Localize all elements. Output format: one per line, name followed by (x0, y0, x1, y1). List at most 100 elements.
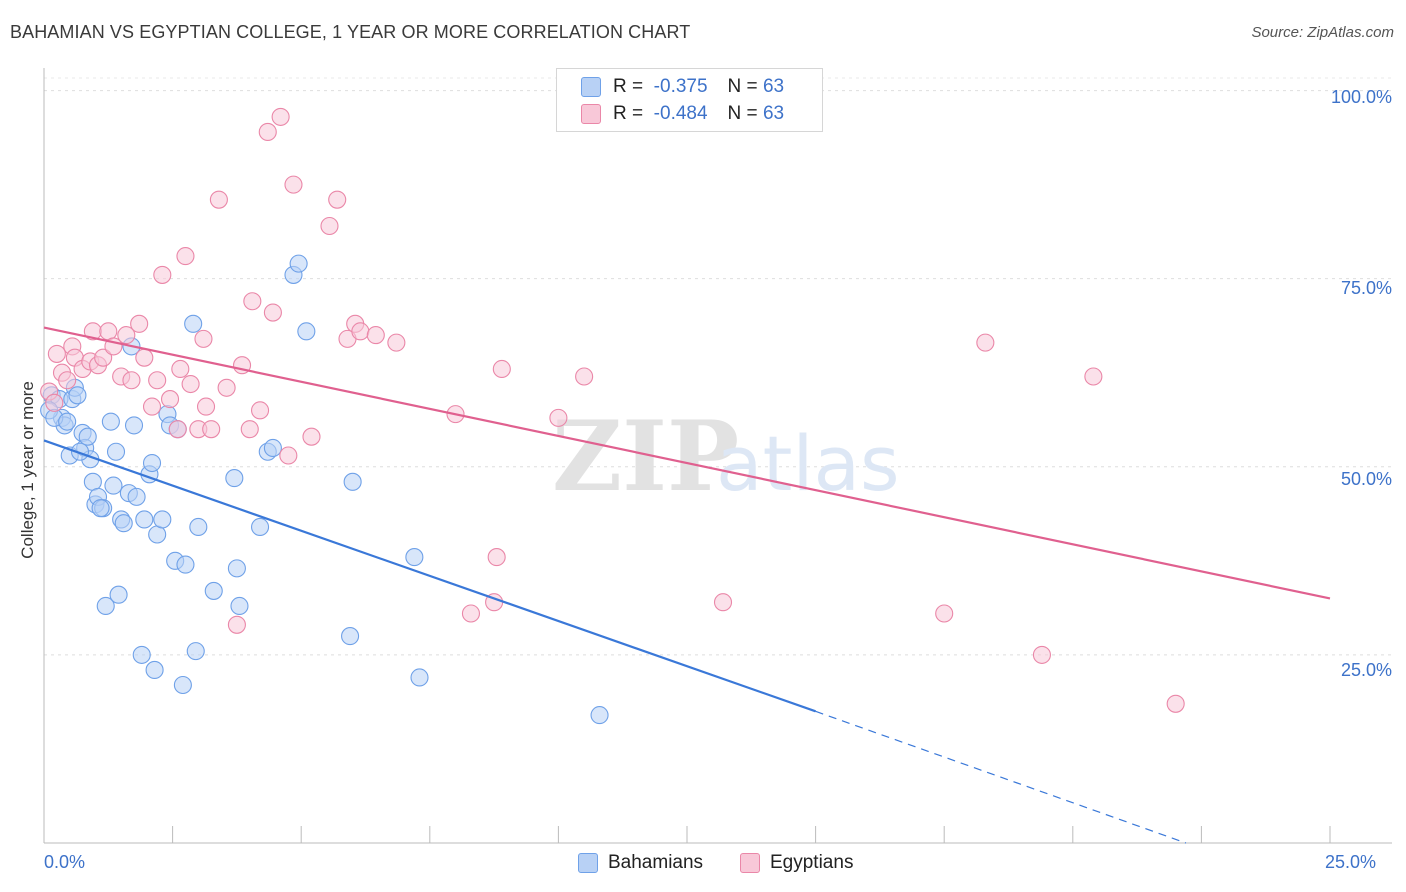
bahamians-point-55 (410, 668, 429, 687)
egyptians-point-28 (194, 329, 213, 348)
egyptians-point-38 (258, 122, 277, 142)
watermark-atlas: atlas (716, 419, 900, 508)
egyptians-point-40 (271, 107, 290, 126)
bahamians-point-45 (230, 596, 249, 616)
bahamians-point-42 (204, 581, 223, 600)
bahamians-point-12 (83, 472, 102, 491)
egyptians-point-58 (713, 593, 733, 612)
egyptians-point-11 (94, 348, 113, 367)
egyptians-point-22 (160, 390, 180, 409)
egyptians-legend-label: Egyptians (770, 852, 854, 873)
egyptians-point-21 (153, 265, 172, 284)
r-label: R = (613, 76, 644, 97)
egyptians-point-42 (284, 175, 303, 194)
egyptians-point-41 (279, 446, 298, 465)
egyptians-trend-line (43, 326, 1331, 600)
egyptians-point-45 (328, 190, 347, 209)
egyptians-point-36 (243, 292, 262, 311)
bahamians-point-62 (58, 412, 77, 431)
egyptians-point-57 (575, 367, 594, 386)
egyptians-point-60 (976, 333, 995, 352)
watermark-zip: ZIP (552, 400, 739, 513)
bahamians-swatch (581, 77, 601, 97)
egyptians-point-49 (366, 326, 385, 345)
legend-row-bahamians: R = -0.375 N = 63 (581, 74, 784, 100)
bahamians-point-32 (148, 525, 167, 544)
x-tick-label-min: 0.0% (44, 852, 86, 872)
bahamians-legend-label: Bahamians (608, 852, 704, 873)
egyptians-point-59 (935, 604, 954, 623)
egyptians-point-17 (130, 314, 149, 333)
bahamians-point-38 (176, 555, 195, 574)
egyptians-point-32 (217, 378, 236, 397)
egyptians-swatch (581, 104, 601, 124)
egyptians-point-31 (209, 190, 228, 209)
bahamians-point-46 (250, 517, 270, 537)
bahamians-point-60 (91, 499, 110, 518)
bahamians-n-value: 63 (762, 76, 785, 97)
egyptians-point-19 (142, 397, 162, 416)
egyptians-point-56 (549, 408, 568, 427)
bahamians-point-7 (68, 386, 87, 405)
source-label: Source: ZipAtlas.com (1251, 24, 1394, 41)
egyptians-point-43 (302, 427, 321, 446)
bahamians-point-59 (70, 442, 90, 461)
egyptians-point-52 (461, 604, 481, 623)
egyptians-point-30 (202, 420, 221, 439)
bahamians-point-51 (297, 322, 316, 341)
egyptians-point-26 (181, 374, 200, 394)
egyptians-point-23 (168, 420, 187, 439)
bahamians-point-44 (227, 559, 246, 578)
bahamians-point-41 (189, 517, 208, 537)
egyptians-point-35 (240, 420, 259, 439)
bahamians-point-33 (153, 510, 172, 529)
bahamians-trend-line (43, 439, 816, 713)
bahamians-trend-extension (815, 710, 1187, 844)
bahamians-point-27 (132, 645, 151, 664)
bahamians-point-40 (186, 642, 205, 661)
egyptians-point-2 (47, 344, 66, 363)
egyptians-point-63 (1166, 694, 1185, 713)
bahamians-point-17 (101, 412, 120, 431)
bahamians-point-39 (184, 314, 203, 333)
bahamians-point-26 (127, 487, 146, 506)
bahamians-point-25 (124, 416, 144, 435)
egyptians-point-33 (227, 615, 246, 634)
egyptians-point-12 (99, 322, 118, 341)
bahamians-point-53 (343, 472, 362, 491)
egyptians-point-50 (387, 333, 406, 352)
egyptians-point-1 (45, 393, 64, 412)
bahamians-point-50 (289, 254, 308, 273)
egyptians-point-44 (320, 216, 339, 236)
bottom-legend-bahamians: Bahamians (578, 852, 703, 874)
bottom-legend-egyptians: Egyptians (740, 852, 853, 874)
y-tick-label-100: 100.0% (1330, 87, 1392, 107)
bahamians-point-19 (106, 442, 126, 461)
r-label: R = (613, 103, 644, 124)
bahamians-point-22 (114, 514, 133, 533)
bahamians-point-52 (341, 627, 360, 646)
bahamians-point-20 (109, 585, 128, 604)
y-tick-label-25: 25.0% (1340, 660, 1392, 680)
egyptians-point-54 (487, 548, 506, 567)
bahamians-point-54 (405, 548, 424, 567)
bahamians-point-16 (96, 596, 115, 616)
bahamians-point-31 (145, 660, 164, 679)
n-label: N = (727, 76, 758, 97)
egyptians-point-39 (263, 303, 282, 322)
egyptians-point-24 (171, 359, 190, 379)
egyptians-n-value: 63 (762, 103, 785, 124)
egyptians-r-value: -0.484 (653, 103, 708, 124)
n-label: N = (727, 103, 758, 124)
egyptians-point-55 (492, 359, 511, 379)
egyptians-point-25 (176, 247, 195, 266)
bahamians-point-37 (173, 675, 192, 695)
y-tick-label-50: 50.0% (1340, 469, 1392, 489)
egyptians-point-16 (122, 371, 141, 390)
egyptians-point-20 (148, 371, 167, 390)
egyptians-point-37 (250, 401, 270, 420)
bahamians-legend-swatch (578, 853, 598, 873)
egyptians-point-29 (196, 397, 216, 416)
correlation-legend: R = -0.375 N = 63 R = -0.484 N = 63 (556, 68, 823, 132)
bahamians-point-43 (225, 469, 244, 488)
